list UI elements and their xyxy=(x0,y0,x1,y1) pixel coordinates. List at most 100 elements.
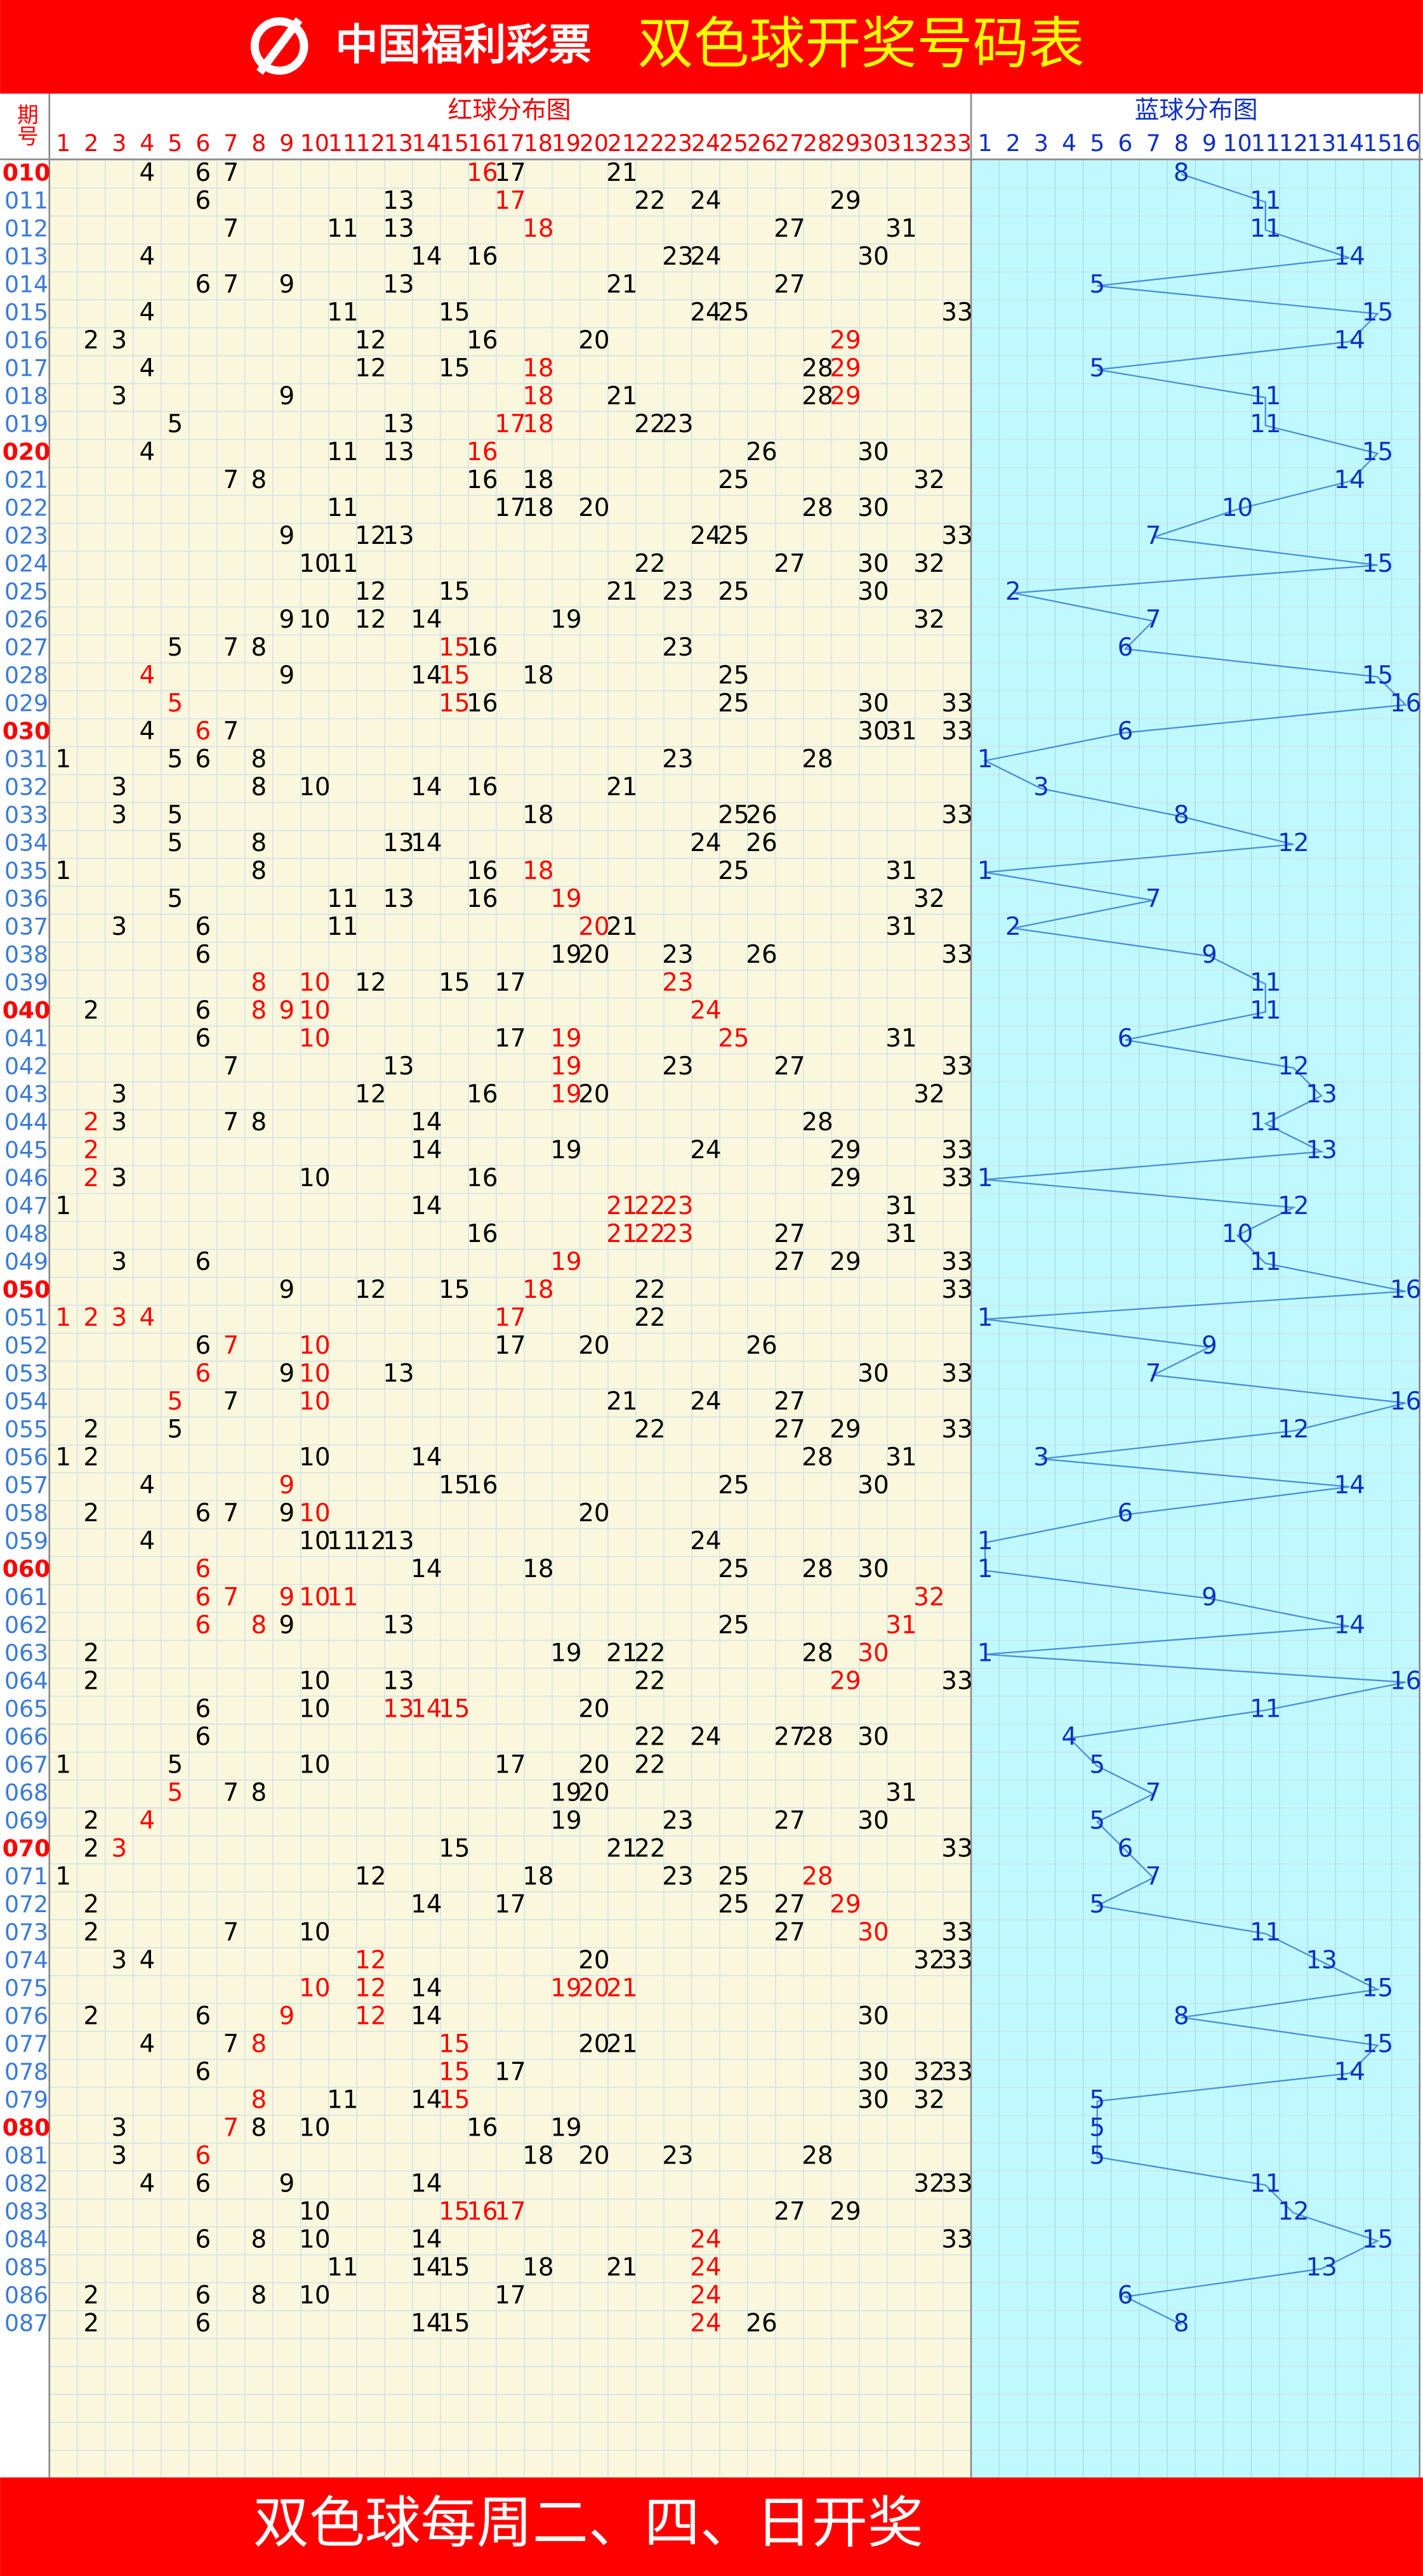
red-ball: 31 xyxy=(885,1220,917,1248)
period: 051 xyxy=(4,1304,48,1331)
red-ball: 24 xyxy=(690,829,721,857)
red-ball: 4 xyxy=(139,354,155,383)
red-ball: 25 xyxy=(718,1024,749,1053)
red-ball: 31 xyxy=(885,717,917,746)
red-ball: 23 xyxy=(662,633,693,662)
red-ball: 31 xyxy=(885,1778,917,1807)
red-ball: 24 xyxy=(690,2225,721,2254)
blue-column-label: 14 xyxy=(1335,129,1364,157)
red-ball: 4 xyxy=(139,242,155,271)
red-ball: 12 xyxy=(355,1080,386,1109)
red-ball: 2 xyxy=(83,1164,99,1192)
red-ball: 9 xyxy=(279,382,295,411)
blue-ball: 5 xyxy=(1089,2141,1105,2170)
blue-ball: 5 xyxy=(1089,2113,1105,2142)
red-ball: 25 xyxy=(718,298,749,327)
red-ball: 30 xyxy=(857,550,889,578)
red-ball: 2 xyxy=(83,1304,99,1332)
red-ball: 24 xyxy=(690,2253,721,2282)
red-ball: 17 xyxy=(494,187,526,215)
period: 040 xyxy=(3,997,51,1024)
red-ball: 14 xyxy=(411,1108,442,1137)
red-ball: 13 xyxy=(383,1694,414,1723)
red-ball: 7 xyxy=(223,1387,239,1416)
red-ball: 33 xyxy=(941,1052,972,1081)
blue-column-label: 3 xyxy=(1034,129,1049,157)
red-ball: 24 xyxy=(690,187,721,215)
blue-column-label: 16 xyxy=(1391,129,1420,157)
period: 082 xyxy=(4,2170,48,2197)
red-column-label: 18 xyxy=(524,129,553,157)
red-ball: 6 xyxy=(195,1555,211,1583)
red-ball: 33 xyxy=(941,298,972,327)
red-ball: 21 xyxy=(606,1834,637,1863)
period: 045 xyxy=(4,1137,48,1164)
blue-ball: 1 xyxy=(977,1639,993,1667)
blue-ball: 9 xyxy=(1201,1331,1217,1360)
blue-ball: 7 xyxy=(1146,605,1162,634)
blue-section-title: 蓝球分布图 xyxy=(1135,96,1258,125)
red-ball: 31 xyxy=(885,1024,917,1053)
period: 028 xyxy=(4,662,48,689)
red-ball: 6 xyxy=(195,1024,211,1053)
red-ball: 18 xyxy=(522,801,553,829)
red-ball: 13 xyxy=(383,885,414,913)
red-ball: 2 xyxy=(83,2309,99,2337)
period: 034 xyxy=(4,829,48,857)
blue-ball: 13 xyxy=(1306,1946,1337,1974)
period: 070 xyxy=(3,1835,51,1862)
red-ball: 10 xyxy=(299,550,330,578)
logo-text: 中国福利彩票 xyxy=(335,20,592,70)
red-ball: 15 xyxy=(439,2197,470,2226)
red-ball: 26 xyxy=(746,829,777,857)
red-ball: 21 xyxy=(606,382,637,411)
red-ball: 7 xyxy=(223,2030,239,2058)
blue-ball: 13 xyxy=(1306,2253,1337,2282)
blue-ball: 5 xyxy=(1089,354,1105,383)
red-ball: 29 xyxy=(830,1415,861,1444)
red-ball: 28 xyxy=(802,1443,833,1472)
red-ball: 11 xyxy=(327,550,358,578)
blue-ball: 16 xyxy=(1390,1387,1421,1416)
blue-column-label: 2 xyxy=(1006,129,1021,157)
blue-ball: 6 xyxy=(1118,1834,1134,1863)
period: 049 xyxy=(4,1248,48,1276)
period: 071 xyxy=(4,1863,48,1890)
red-ball: 29 xyxy=(830,326,861,355)
blue-ball: 11 xyxy=(1250,1918,1281,1946)
period: 050 xyxy=(3,1276,51,1304)
red-ball: 13 xyxy=(383,215,414,243)
blue-column-label: 12 xyxy=(1279,129,1308,157)
red-ball: 15 xyxy=(439,661,470,690)
red-ball: 22 xyxy=(634,410,665,439)
red-ball: 11 xyxy=(327,494,358,522)
red-ball: 11 xyxy=(327,298,358,327)
red-ball: 26 xyxy=(746,801,777,829)
period: 010 xyxy=(3,159,51,186)
blue-trend-line xyxy=(983,173,1408,2325)
red-ball: 26 xyxy=(746,2309,777,2337)
blue-column-label: 6 xyxy=(1118,129,1132,157)
red-ball: 22 xyxy=(634,1639,665,1667)
period: 080 xyxy=(3,2114,51,2141)
red-ball: 13 xyxy=(383,270,414,299)
red-ball: 14 xyxy=(411,1555,442,1583)
red-column-label: 10 xyxy=(300,129,329,157)
red-ball: 17 xyxy=(494,1890,526,1919)
red-ball: 8 xyxy=(251,2113,267,2142)
red-column-label: 9 xyxy=(279,129,294,157)
red-ball: 28 xyxy=(802,382,833,411)
red-ball: 4 xyxy=(139,2030,155,2058)
period: 017 xyxy=(4,354,48,381)
red-ball: 6 xyxy=(195,270,211,299)
red-ball: 31 xyxy=(885,857,917,885)
blue-column-label: 5 xyxy=(1090,129,1104,157)
red-ball: 16 xyxy=(467,857,498,885)
red-ball: 22 xyxy=(634,550,665,578)
red-ball: 23 xyxy=(662,1192,693,1220)
blue-ball: 2 xyxy=(1005,913,1021,941)
red-ball: 24 xyxy=(690,2309,721,2337)
blue-ball: 16 xyxy=(1390,689,1421,718)
red-ball: 9 xyxy=(279,1611,295,1639)
red-ball: 13 xyxy=(383,522,414,550)
